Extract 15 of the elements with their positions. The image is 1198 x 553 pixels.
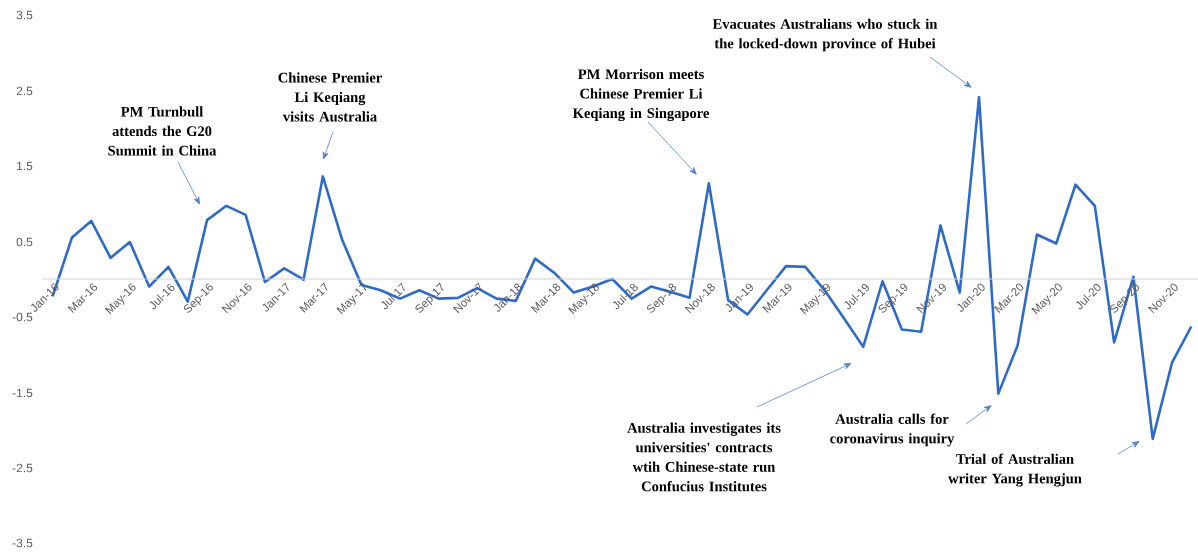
y-tick-label: 0.5 — [16, 237, 33, 247]
y-tick-label: -0.5 — [12, 312, 33, 322]
annotation: PM Morrison meets Chinese Premier Li Keqiang in Singapore — [572, 68, 709, 122]
annotation: Australia calls for coronavirus inquiry — [830, 413, 955, 447]
annotation: Australia investigates its universities' contracts wtih Chinese-state run Confucius Institutes — [627, 422, 781, 492]
y-tick-label: -1.5 — [12, 388, 33, 398]
y-tick-label: 2.5 — [16, 86, 33, 96]
y-tick-label: 1.5 — [17, 161, 33, 171]
annotation: Evacuates Australians who stuck in the locked-down province of Hubei — [712, 18, 938, 52]
y-tick-label: 3.5 — [16, 10, 33, 20]
annotation: PM Turnbull attends the G20 Summit in China — [108, 106, 217, 156]
y-tick-label: -3.5 — [12, 538, 33, 548]
annotation: Trial of Australian writer Yang Hengjun — [948, 453, 1082, 487]
annotation: Chinese Premier Li Keqiang visits Australia — [278, 72, 382, 122]
y-tick-label: -2.5 — [12, 463, 33, 473]
